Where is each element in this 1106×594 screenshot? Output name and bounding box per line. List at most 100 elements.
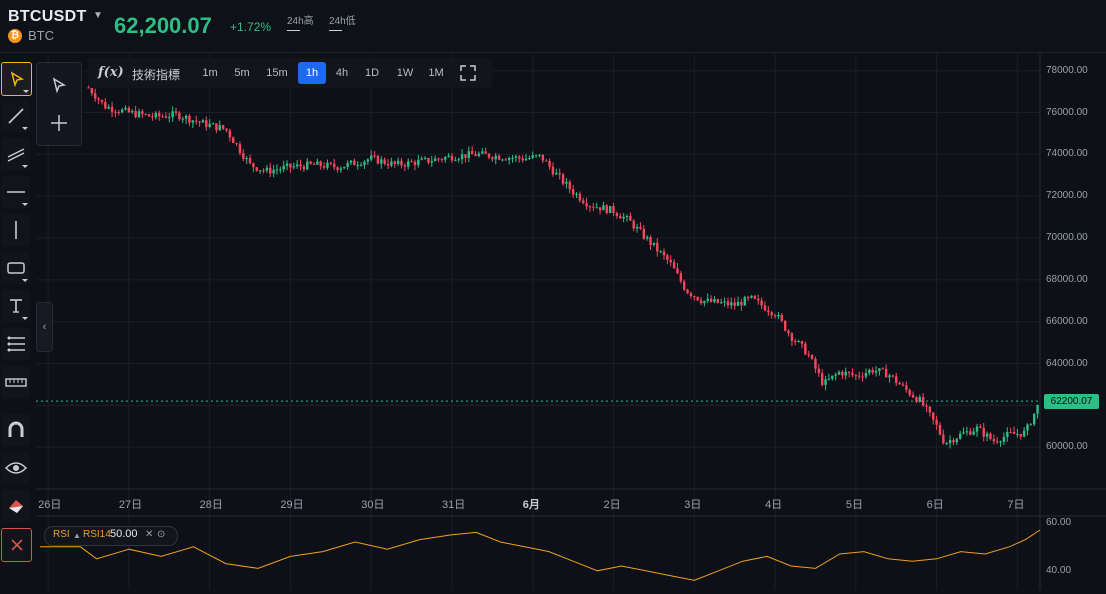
candle-body xyxy=(316,161,319,165)
close-x-icon xyxy=(10,539,23,551)
candle-body xyxy=(157,112,161,117)
candle-body xyxy=(349,160,353,163)
candle-body xyxy=(454,160,457,162)
candle-body xyxy=(645,237,649,239)
time-tick-label: 31日 xyxy=(441,499,466,511)
candle-body xyxy=(955,438,959,443)
candle-body xyxy=(659,251,662,253)
candle-body xyxy=(255,167,258,171)
candle-body xyxy=(854,375,858,377)
candle-body xyxy=(1033,413,1036,425)
candle-body xyxy=(248,158,252,164)
rsi-hide-toggle[interactable]: ▲ xyxy=(73,531,81,540)
candle-body xyxy=(477,153,481,156)
candle-body xyxy=(104,101,107,109)
candle-body xyxy=(184,115,188,119)
timeframe-4h[interactable]: 4h xyxy=(335,67,349,79)
candle-body xyxy=(427,157,430,163)
candle-body xyxy=(992,439,996,442)
candle-body xyxy=(881,368,884,370)
candle-body xyxy=(386,163,390,166)
candle-body xyxy=(575,193,578,195)
candle-body xyxy=(639,226,642,229)
function-icon[interactable]: f(x) xyxy=(98,65,124,80)
candle-body xyxy=(871,369,874,373)
remove-drawings-button[interactable] xyxy=(1,528,32,562)
base-asset-label: BTC xyxy=(28,28,54,43)
rsi-legend: RSI ▲ RSI14 50.00 ✕ ⊙ xyxy=(44,526,178,546)
collapse-toolbar-button[interactable]: ‹ xyxy=(36,302,53,352)
timeframe-5m[interactable]: 5m xyxy=(234,67,250,79)
text-tool-button[interactable] xyxy=(1,290,30,322)
candle-body xyxy=(346,162,349,167)
candle-body xyxy=(706,298,709,301)
candle-body xyxy=(538,154,541,156)
candle-body xyxy=(763,305,767,311)
candle-body xyxy=(134,110,137,118)
symbol-selector[interactable]: BTCUSDT xyxy=(8,8,87,25)
time-tick-label: 4日 xyxy=(765,499,783,511)
eraser-icon xyxy=(8,500,23,513)
candle-body xyxy=(726,301,730,306)
candle-body xyxy=(171,111,174,118)
price-tick-label: 72000.00 xyxy=(1046,190,1088,202)
visibility-tool-button[interactable] xyxy=(1,452,30,484)
horizontal-line-tool-button[interactable] xyxy=(1,176,30,208)
candle-body xyxy=(558,172,561,175)
candle-body xyxy=(696,296,699,301)
candle-body xyxy=(339,168,343,171)
candle-body xyxy=(205,120,208,127)
btc-coin-icon: ₿ xyxy=(8,29,22,43)
candle-body xyxy=(87,87,90,89)
trend-line-tool-button[interactable] xyxy=(1,100,30,132)
candle-body xyxy=(733,302,736,306)
fullscreen-icon[interactable] xyxy=(458,63,478,83)
ruler-tool-button[interactable] xyxy=(1,366,30,398)
candle-body xyxy=(874,371,878,373)
rsi-settings-icon[interactable]: ⊙ xyxy=(157,529,166,540)
candle-body xyxy=(326,162,329,168)
candle-body xyxy=(820,373,824,386)
candle-body xyxy=(790,333,794,341)
timeframe-15m[interactable]: 15m xyxy=(266,67,288,79)
timeframe-1w[interactable]: 1W xyxy=(396,67,414,79)
timeframe-1m[interactable]: 1m xyxy=(202,67,218,79)
candle-body xyxy=(1006,431,1009,437)
candle-body xyxy=(373,155,376,157)
candle-body xyxy=(225,128,228,131)
candle-body xyxy=(390,161,393,166)
ticker-header: BTCUSDT ▼ ₿ BTC 62,200.07 +1.72% 24h高 — … xyxy=(0,0,1106,53)
vertical-line-tool-button[interactable] xyxy=(1,214,30,246)
channel-tool-button[interactable] xyxy=(1,138,30,170)
price-tick-label: 68000.00 xyxy=(1046,273,1088,285)
rectangle-tool-button[interactable] xyxy=(1,252,30,284)
symbol-dropdown-icon[interactable]: ▼ xyxy=(93,10,103,21)
timeframe-1d[interactable]: 1D xyxy=(364,67,380,79)
magnet-tool-button[interactable] xyxy=(1,414,30,446)
candle-body xyxy=(154,112,158,118)
candle-body xyxy=(740,302,743,306)
candle-body xyxy=(713,299,716,302)
indicators-button[interactable]: 技術指標 xyxy=(132,68,181,82)
arrow-cursor-option[interactable] xyxy=(43,69,75,101)
eraser-tool-button[interactable] xyxy=(1,490,30,522)
candle-body xyxy=(464,154,467,158)
candle-body xyxy=(625,215,629,217)
timeframe-1mo[interactable]: 1M xyxy=(428,67,444,79)
candle-body xyxy=(548,160,551,167)
candle-body xyxy=(730,302,733,306)
candle-body xyxy=(363,161,366,165)
crosshair-cursor-option[interactable] xyxy=(43,107,75,139)
rsi-remove-icon[interactable]: ✕ xyxy=(145,529,154,540)
candle-body xyxy=(332,163,336,168)
candle-body xyxy=(861,376,864,378)
candle-body xyxy=(928,406,932,413)
cursor-tool-button[interactable] xyxy=(1,62,32,96)
candle-body xyxy=(262,170,265,172)
candle-body xyxy=(767,310,770,313)
fibonacci-tool-button[interactable] xyxy=(1,328,30,360)
candle-body xyxy=(174,111,178,113)
timeframe-1h[interactable]: 1h xyxy=(298,62,326,84)
candle-body xyxy=(147,114,151,117)
